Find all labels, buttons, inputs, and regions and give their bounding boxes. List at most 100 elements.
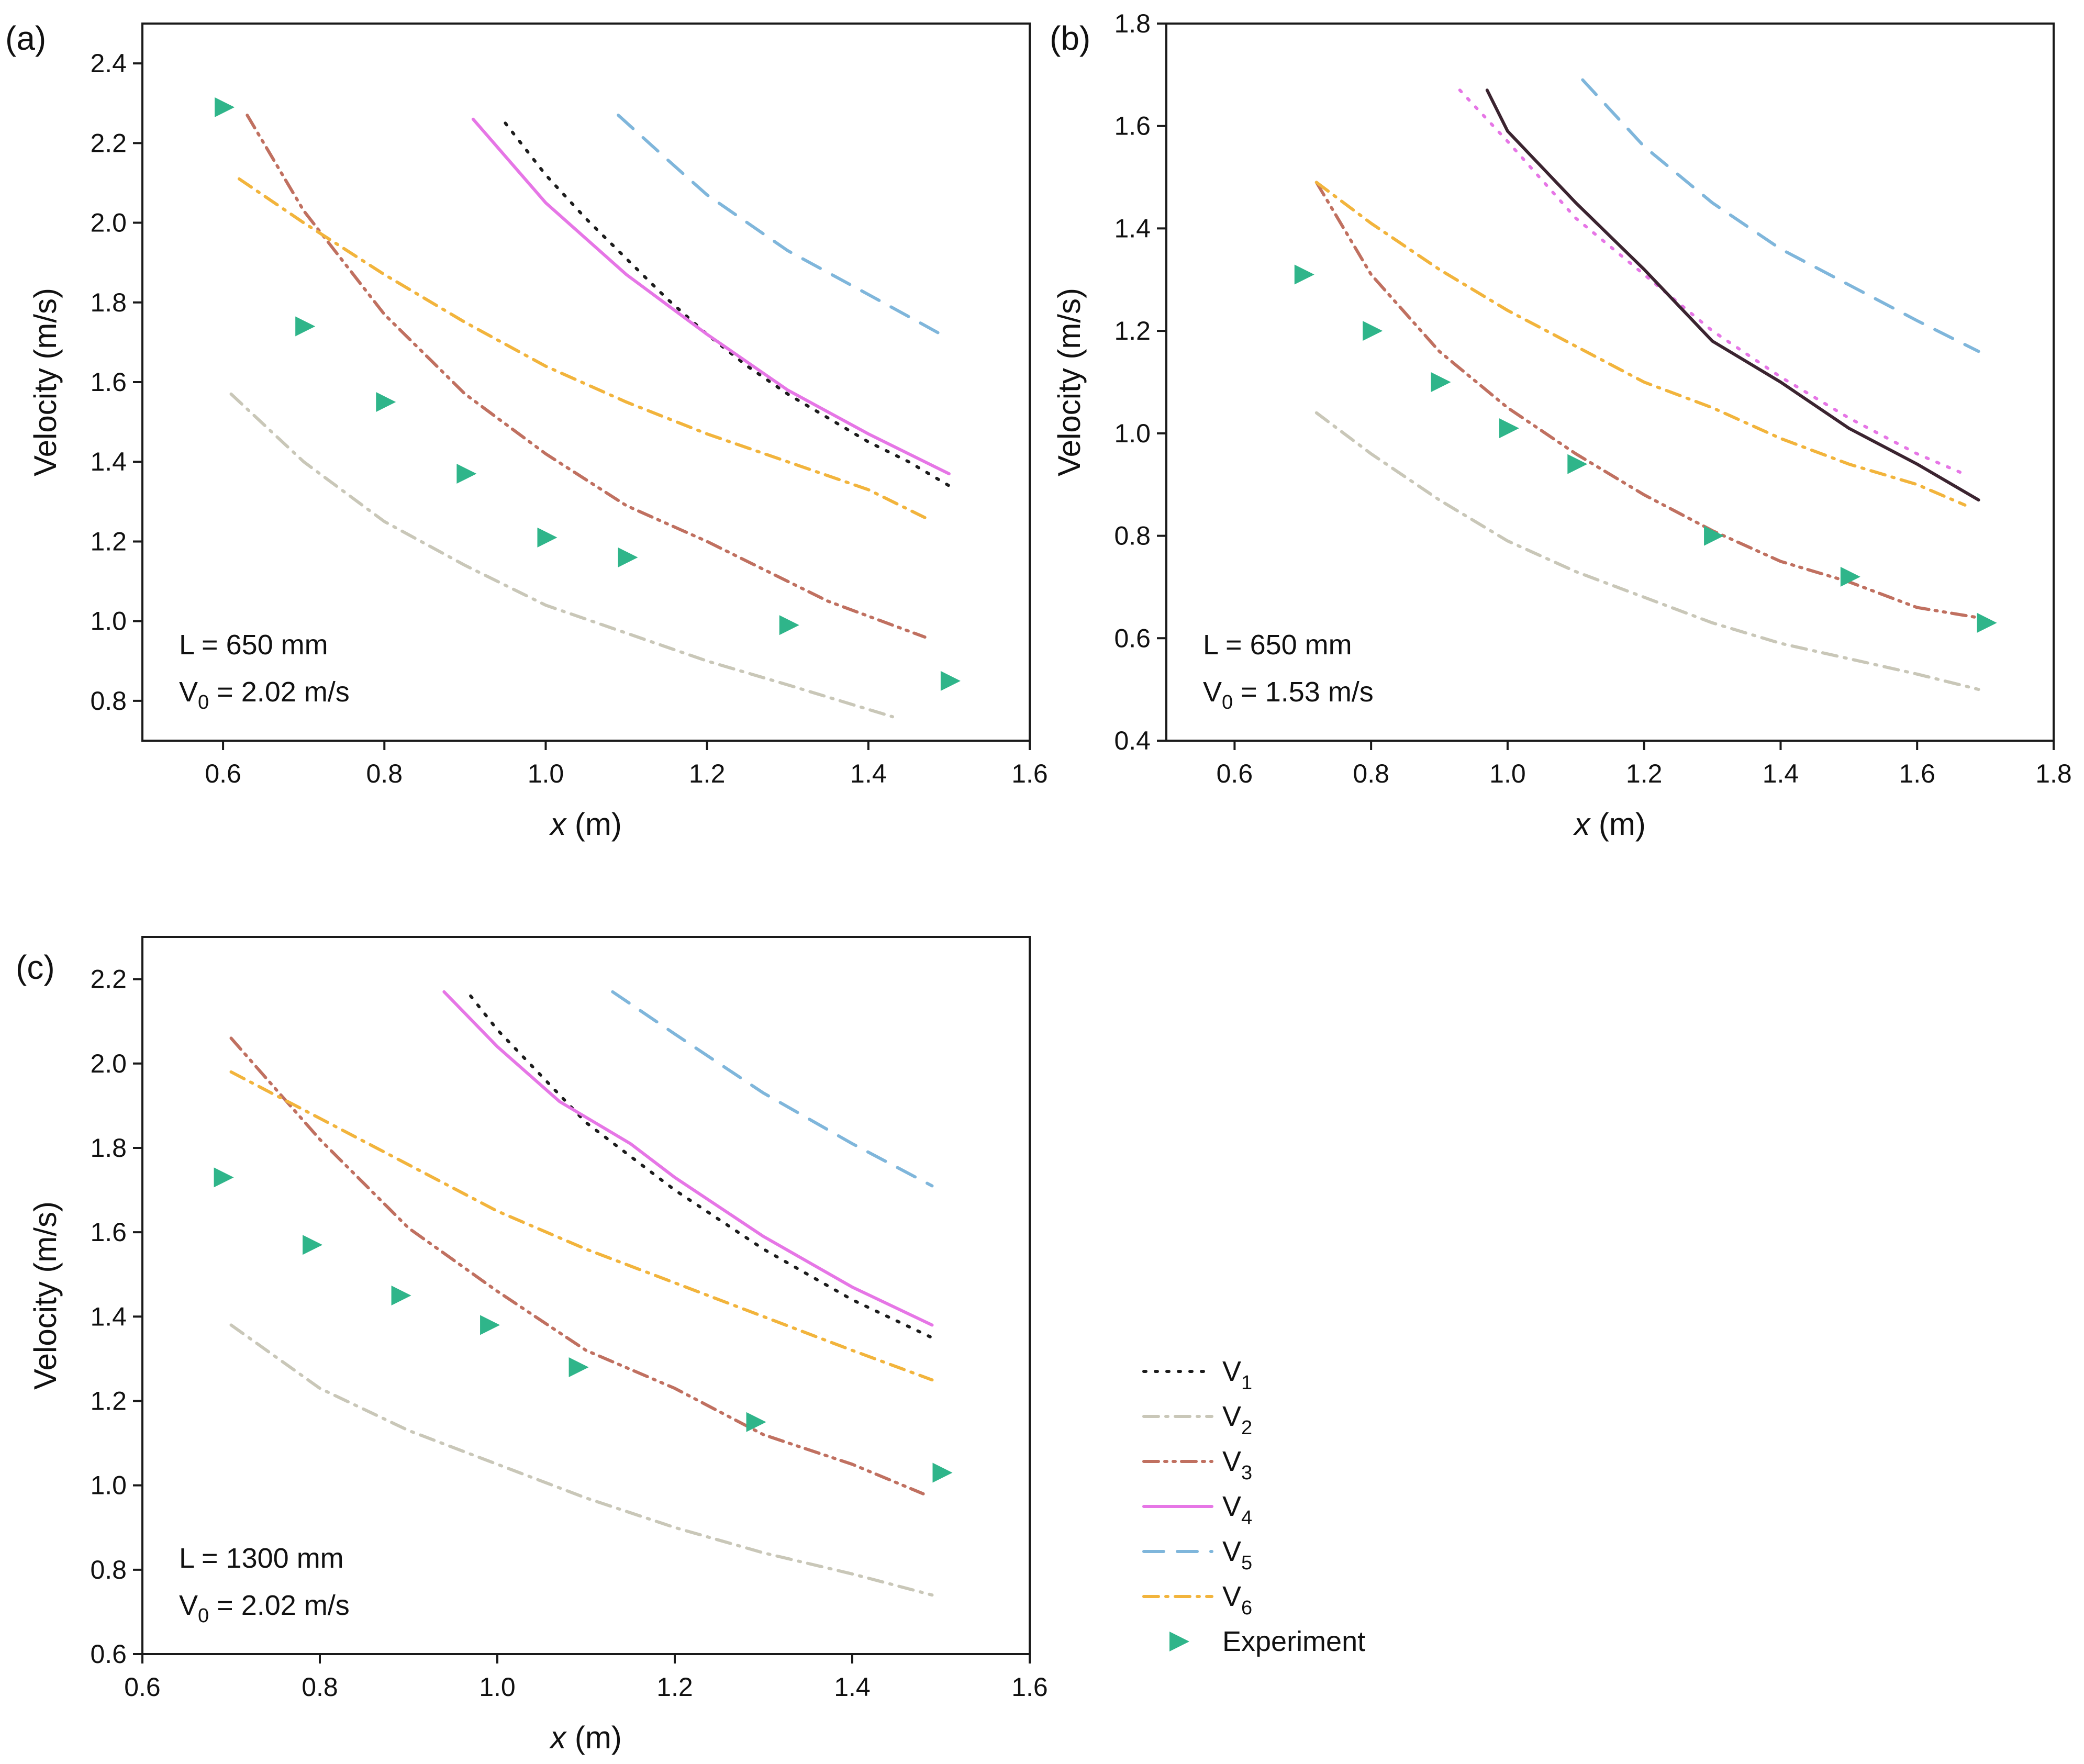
y-tick-label: 2.2 — [90, 128, 127, 158]
series-line-v5 — [1581, 78, 1980, 353]
y-tick-label: 1.6 — [90, 367, 127, 397]
legend-item-v4: V4 — [1142, 1491, 1252, 1529]
experiment-point — [1294, 264, 1314, 285]
annotation-length: L = 650 mm — [179, 629, 328, 661]
x-tick-label: 1.0 — [1489, 759, 1526, 788]
series-line-v5 — [611, 990, 934, 1188]
experiment-point — [618, 547, 638, 567]
series-line-v2 — [229, 1323, 934, 1597]
series-line-v1 — [504, 121, 951, 487]
experiment-point — [1567, 454, 1588, 474]
legend-label: V5 — [1222, 1536, 1252, 1574]
y-tick-label: 0.8 — [90, 686, 127, 716]
legend-item-v1: V1 — [1142, 1356, 1252, 1394]
series-line-v6 — [237, 177, 927, 519]
y-tick-label: 1.6 — [90, 1218, 127, 1247]
experiment-point — [779, 615, 799, 635]
legend-item-v3: V3 — [1142, 1446, 1252, 1484]
y-tick-label: 2.2 — [90, 965, 127, 994]
y-axis-title: Velocity (m/s) — [1052, 288, 1087, 476]
y-tick-label: 0.8 — [90, 1555, 127, 1584]
annotation-v0-subscript: 0 — [198, 691, 209, 713]
legend-label-main: V — [1222, 1356, 1241, 1387]
x-axis-title: x (m) — [1573, 807, 1646, 842]
plot-frame — [1165, 23, 2055, 742]
x-tick-label: 0.6 — [1217, 759, 1253, 788]
x-axis-title-unit: (m) — [566, 1720, 622, 1755]
annotation-inlet-velocity: V0 = 1.53 m/s — [1203, 676, 1374, 713]
experiment-point — [295, 316, 316, 337]
series-line-v2 — [229, 392, 894, 719]
experiment-point — [537, 527, 558, 548]
series-line-v4 — [442, 990, 934, 1327]
annotation-v0-symbol: V — [179, 676, 198, 708]
y-tick-label: 1.0 — [90, 1471, 127, 1500]
y-tick-label: 1.8 — [1114, 9, 1151, 38]
series-line-v3 — [229, 1036, 925, 1495]
experiment-point — [1704, 526, 1724, 546]
experiment-point — [1840, 566, 1860, 587]
x-tick-label: 1.4 — [1763, 759, 1799, 788]
legend-label: V2 — [1222, 1401, 1252, 1439]
y-tick-label: 0.6 — [1114, 623, 1151, 653]
plot-frame — [141, 936, 1031, 1655]
annotation-v0-value: = 2.02 m/s — [209, 1590, 350, 1621]
chart-panel-a: (a) 0.6 0.8 1.0 1.2 1.4 1.6 0.8 1.0 1.2 1.4 1.6 1.8 2… — [5, 19, 1048, 842]
panels: (a) 0.6 0.8 1.0 1.2 1.4 1.6 0.8 1.0 1.2 1.4 1.6 1.8 2… — [5, 9, 2072, 1755]
y-tick-label: 0.6 — [90, 1639, 127, 1669]
series-line-v1 — [1485, 88, 1980, 502]
annotation-inlet-velocity: V0 = 2.02 m/s — [179, 676, 350, 713]
legend-label-main: V — [1222, 1491, 1241, 1522]
legend-label: V4 — [1222, 1491, 1252, 1529]
experiment-point — [303, 1235, 323, 1255]
annotation-length: L = 1300 mm — [179, 1543, 344, 1574]
x-tick-label: 1.2 — [656, 1672, 693, 1702]
experiment-point — [456, 464, 477, 484]
chart-panel-c: (c) 0.6 0.8 1.0 1.2 1.4 1.6 0.6 0.8 1.0 1.2 1.4 1.6 1… — [16, 936, 1048, 1755]
y-tick-label: 1.4 — [1114, 214, 1151, 243]
legend-label-subscript: 3 — [1241, 1462, 1252, 1484]
y-tick-label: 1.8 — [90, 288, 127, 317]
experiment-point — [1977, 612, 1997, 633]
legend-label-subscript: 4 — [1241, 1507, 1252, 1529]
x-tick-label: 1.4 — [834, 1672, 871, 1702]
panel-label: (a) — [5, 19, 46, 57]
legend-label-subscript: 5 — [1241, 1552, 1252, 1574]
annotation-v0-subscript: 0 — [1222, 691, 1233, 713]
x-axis-title-var: x — [1573, 807, 1591, 842]
legend-label: V1 — [1222, 1356, 1252, 1394]
experiment-point — [932, 1462, 953, 1483]
x-tick-label: 1.8 — [2035, 759, 2072, 788]
annotation-v0-symbol: V — [179, 1590, 198, 1621]
legend-label-main: V — [1222, 1401, 1241, 1432]
series-line-v3 — [1314, 181, 1980, 620]
legend-label-main: Experiment — [1222, 1626, 1365, 1657]
series-line-v4 — [1458, 88, 1967, 476]
annotation-v0-subscript: 0 — [198, 1605, 209, 1627]
chart-panel-b: (b) 0.6 0.8 1.0 1.2 1.4 1.6 1.8 0.4 0.6 0.8 1.0 1.2 1… — [1050, 9, 2072, 842]
annotation-length: L = 650 mm — [1203, 629, 1352, 661]
series-line-v6 — [229, 1070, 934, 1382]
legend-label: Experiment — [1222, 1626, 1365, 1657]
x-axis-title-unit: (m) — [1590, 807, 1646, 842]
panel-label: (b) — [1050, 19, 1090, 57]
annotation-v0-value: = 2.02 m/s — [209, 676, 350, 708]
x-tick-label: 1.2 — [1626, 759, 1663, 788]
x-tick-label: 0.6 — [124, 1672, 161, 1702]
annotation-v0-value: = 1.53 m/s — [1233, 676, 1374, 708]
x-tick-label: 0.6 — [205, 759, 241, 788]
x-axis-title: x (m) — [549, 807, 622, 842]
x-tick-label: 1.4 — [850, 759, 887, 788]
experiment-point — [391, 1286, 411, 1305]
x-axis-title-unit: (m) — [566, 807, 622, 842]
series-line-v3 — [246, 114, 927, 639]
legend-item-v6: V6 — [1142, 1581, 1252, 1619]
legend-label-main: V — [1222, 1446, 1241, 1477]
x-axis-title-var: x — [549, 1720, 567, 1755]
legend-label: V3 — [1222, 1446, 1252, 1484]
x-tick-label: 0.8 — [1353, 759, 1389, 788]
x-axis-title-var: x — [549, 807, 567, 842]
y-tick-label: 1.4 — [90, 1302, 127, 1331]
